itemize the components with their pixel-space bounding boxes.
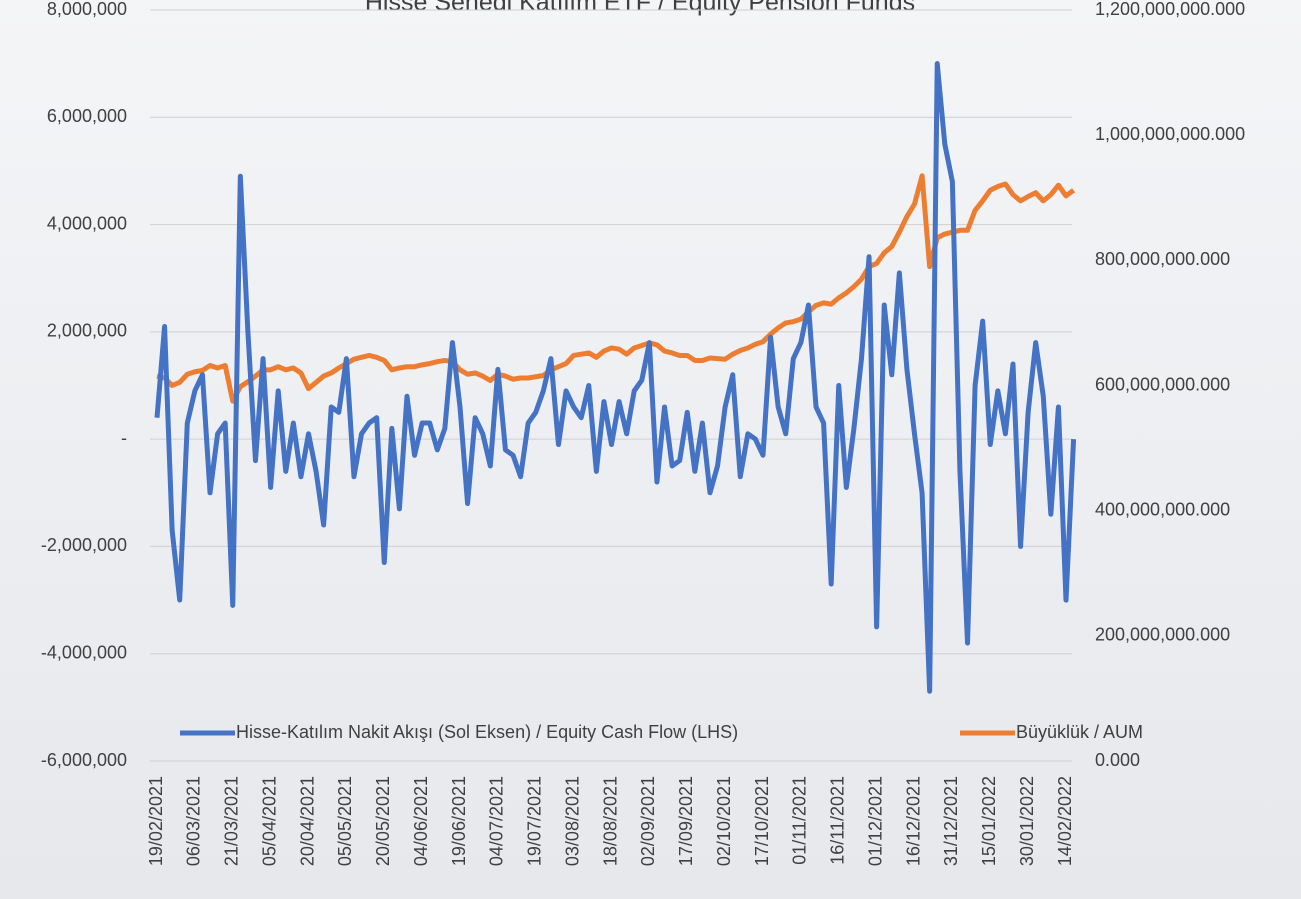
line-series [154,61,1077,694]
x-tick-label: 21/03/2021 [222,776,242,866]
x-tick-label: 18/08/2021 [600,776,620,866]
x-tick-label: 17/09/2021 [676,776,696,866]
x-tick-label: 15/01/2022 [979,776,999,866]
x-tick-label: 20/04/2021 [297,776,317,866]
y-tick-label: -2,000,000 [41,535,127,555]
y2-tick-label: 200,000,000.000 [1095,625,1230,645]
y-tick-label: 4,000,000 [47,213,127,233]
y-tick-label: 2,000,000 [47,321,127,341]
y2-tick-label: 600,000,000.000 [1095,374,1230,394]
x-tick-label: 20/05/2021 [373,776,393,866]
x-tick-label: 06/03/2021 [184,776,204,866]
x-tick-label: 04/06/2021 [411,776,431,866]
x-tick-label: 03/08/2021 [562,776,582,866]
y-tick-label: -4,000,000 [41,642,127,662]
x-tick-label: 16/12/2021 [903,776,923,866]
x-tick-label: 02/10/2021 [714,776,734,866]
x-tick-label: 19/07/2021 [525,776,545,866]
x-tick-label: 05/05/2021 [335,776,355,866]
x-tick-label: 01/12/2021 [865,776,885,866]
x-tick-label: 01/11/2021 [790,776,810,865]
y-tick-label: 6,000,000 [47,106,127,126]
y2-tick-label: 400,000,000.000 [1095,499,1230,519]
x-tick-label: 19/06/2021 [449,776,469,866]
x-tick-label: 19/02/2021 [146,776,166,866]
line-series [156,173,1076,404]
legend-label: Büyüklük / AUM [1016,722,1143,742]
y2-tick-label: 1,200,000,000.000 [1095,0,1245,19]
y-tick-label: 8,000,000 [47,0,127,19]
x-tick-label: 17/10/2021 [752,776,772,866]
x-tick-label: 14/02/2022 [1055,776,1075,866]
x-tick-label: 16/11/2021 [828,776,848,865]
x-tick-label: 04/07/2021 [487,776,507,866]
y2-tick-label: 1,000,000,000.000 [1095,124,1245,144]
x-tick-label: 30/01/2022 [1017,776,1037,866]
chart-title: Hisse Senedi Katılım ETF / Equity Pensio… [365,0,915,17]
x-tick-label: 02/09/2021 [638,776,658,866]
x-tick-label: 05/04/2021 [259,776,279,866]
y-tick-label: -6,000,000 [41,750,127,770]
y2-tick-label: 0.000 [1095,750,1140,770]
x-tick-label: 31/12/2021 [941,776,961,866]
y-tick-label: - [121,428,127,448]
legend-label: Hisse-Katılım Nakit Akışı (Sol Eksen) / … [236,722,738,742]
y2-tick-label: 800,000,000.000 [1095,249,1230,269]
